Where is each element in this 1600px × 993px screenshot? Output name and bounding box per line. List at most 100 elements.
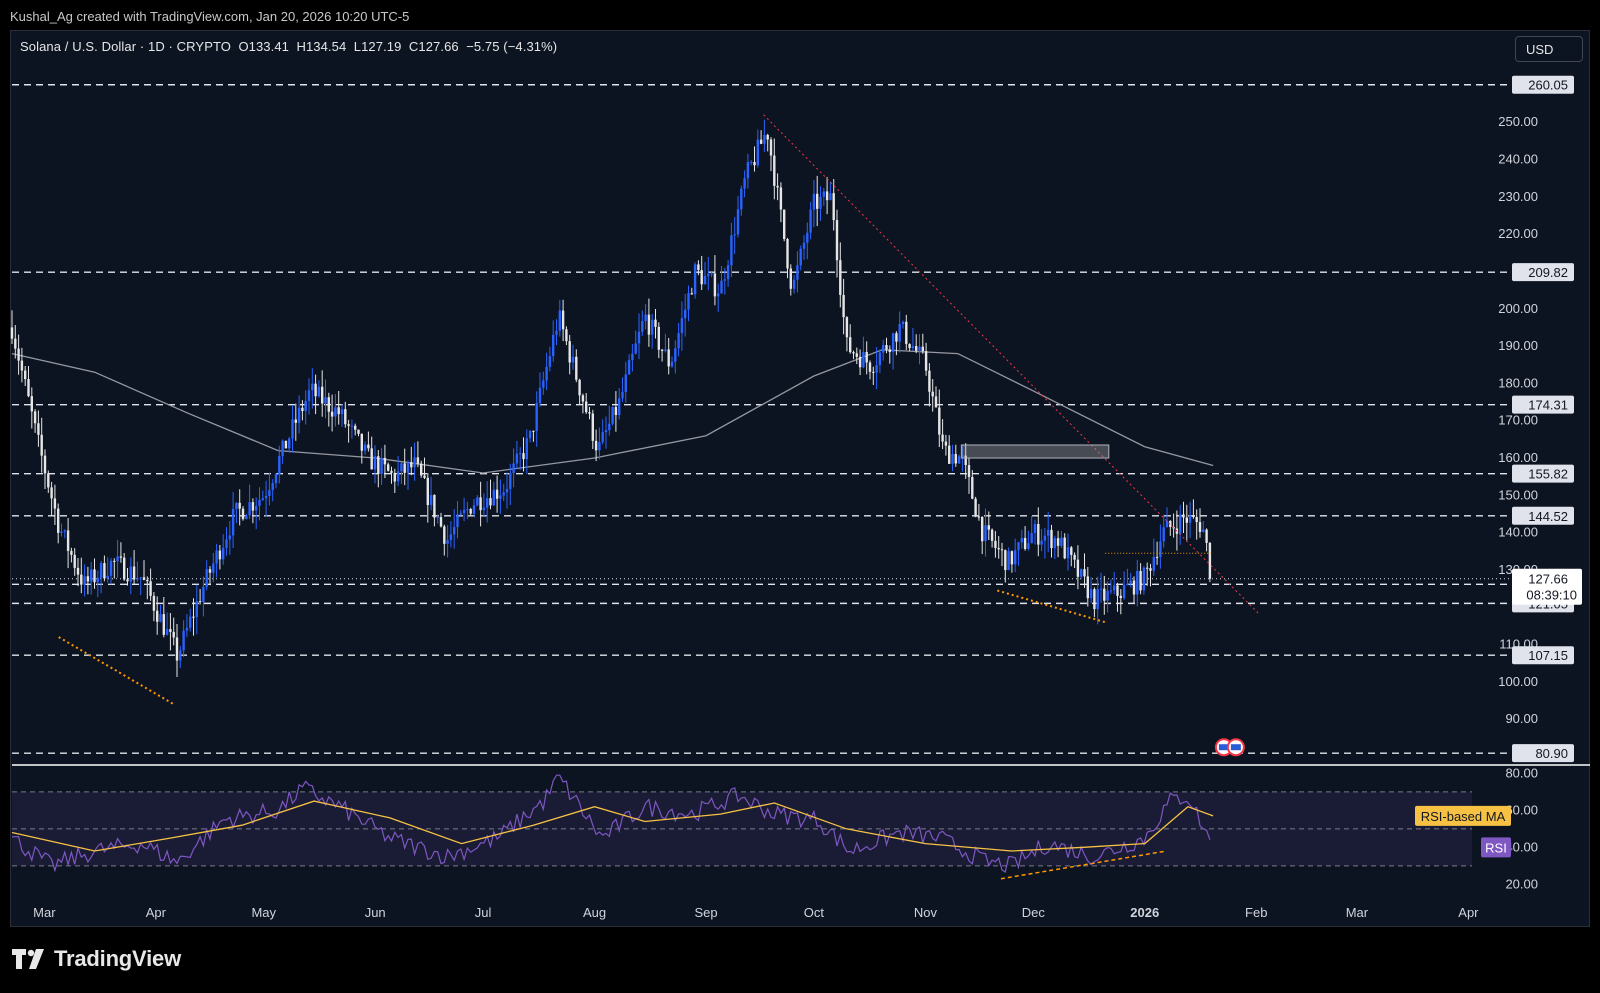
candle-body [492, 489, 495, 506]
candle-body [185, 627, 189, 631]
candle-body [189, 616, 192, 628]
candle-body [99, 563, 103, 578]
candle-body [218, 550, 222, 560]
us-flag-event-icon [1218, 744, 1229, 751]
time-axis-label: Nov [914, 905, 938, 920]
change-value: −5.75 (−4.31%) [466, 39, 558, 54]
candle-body [462, 509, 466, 514]
candle-body [476, 497, 479, 506]
candle-body [27, 379, 30, 397]
candle-body [291, 419, 294, 439]
candle-body [413, 457, 416, 468]
candle-body [532, 430, 535, 432]
candle-body [644, 314, 647, 322]
candle-body [717, 293, 720, 297]
candle-body [1076, 559, 1080, 577]
candle-body [307, 390, 311, 401]
candle-body [436, 517, 439, 519]
time-axis-label: Sep [694, 905, 717, 920]
candle-body [50, 487, 53, 499]
rsi-ma-line [11, 800, 1214, 852]
candle-body [842, 294, 845, 318]
candle-body [1152, 556, 1155, 571]
candle-body [687, 293, 690, 310]
candle-body [1116, 585, 1119, 596]
candle-body [898, 324, 901, 342]
candle-body [964, 455, 967, 466]
candle-body [538, 387, 542, 404]
candle-body [14, 338, 17, 349]
candle-body [588, 412, 591, 414]
candle-body [96, 577, 99, 583]
chart-frame [10, 30, 1590, 927]
tradingview-logo[interactable]: TradingView [12, 946, 181, 972]
candle-body [334, 407, 337, 417]
currency-button[interactable]: USD [1515, 36, 1583, 62]
candle-body [304, 400, 307, 412]
candle-body [713, 273, 717, 297]
price-axis-label: 190.00 [1498, 338, 1538, 353]
candle-body [911, 346, 915, 349]
price-level-badge [1512, 744, 1574, 763]
candle-body [1023, 537, 1027, 549]
candle-body [330, 411, 334, 417]
candle-body [222, 547, 225, 560]
candle-body [1136, 570, 1139, 595]
candle-body [354, 425, 357, 430]
candle-body [707, 273, 710, 276]
candle-body [245, 515, 248, 520]
candle-body [1185, 517, 1188, 523]
candle-body [400, 463, 403, 472]
candle-body [921, 346, 924, 352]
candle-body [1047, 529, 1050, 536]
candle-body [796, 265, 799, 280]
candle-body [261, 498, 264, 500]
resistance-zone [960, 444, 1110, 459]
candle-body [505, 488, 509, 493]
candle-body [862, 352, 865, 368]
candle-body [486, 498, 489, 508]
price-level-label: 209.82 [1528, 265, 1568, 280]
candle-body [743, 178, 746, 189]
candle-body [1020, 537, 1023, 543]
price-axis-label: 240.00 [1498, 152, 1538, 167]
candle-body [66, 530, 70, 551]
candle-body [624, 374, 627, 392]
symbol-label[interactable]: Solana / U.S. Dollar · 1D · CRYPTO [20, 39, 231, 54]
time-axis-label: 2026 [1130, 905, 1159, 920]
candle-body [502, 492, 505, 496]
candle-body [86, 576, 90, 582]
candle-body [849, 337, 852, 353]
candle-body [30, 396, 33, 412]
candle-body [509, 473, 512, 489]
candle-body [314, 383, 317, 397]
candle-body [1149, 568, 1152, 571]
candle-body [43, 455, 47, 474]
candle-body [667, 349, 670, 367]
price-axis-label: 150.00 [1498, 487, 1538, 502]
candle-body [202, 586, 205, 603]
price-axis-label: 230.00 [1498, 189, 1538, 204]
candle-body [264, 495, 268, 499]
candle-body [1010, 551, 1014, 565]
candle-body [235, 502, 238, 509]
candle-body [809, 209, 812, 233]
candle-body [1063, 537, 1066, 559]
candle-body [1017, 542, 1020, 551]
time-axis-label: Dec [1022, 905, 1046, 920]
candle-body [1165, 520, 1169, 528]
candle-body [1126, 583, 1129, 586]
candle-body [627, 360, 631, 375]
top-bar: Kushal_Ag created with TradingView.com, … [0, 0, 1600, 30]
candle-body [618, 398, 621, 415]
candle-body [367, 444, 370, 449]
time-axis-label: Oct [804, 905, 825, 920]
candle-body [967, 465, 971, 477]
rsi-axis-label: 40.00 [1505, 839, 1538, 854]
candle-body [363, 444, 367, 451]
candle-body [528, 430, 532, 439]
time-axis-label: Jul [475, 905, 492, 920]
candle-body [924, 351, 928, 371]
candle-body [733, 234, 736, 236]
